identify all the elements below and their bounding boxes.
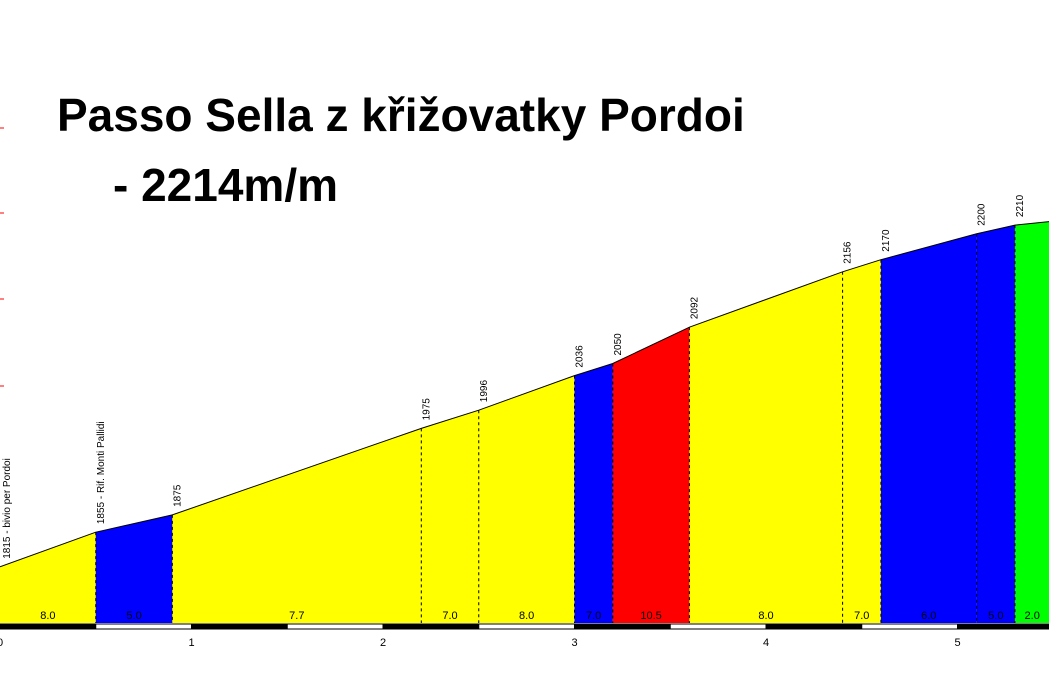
profile-line [0, 221, 1049, 568]
segment-dividers [95, 225, 1016, 623]
chart-title: Passo Sella z křižovatky Pordoi [57, 89, 745, 141]
x-axis-band [286, 623, 384, 630]
grade-label: 7.0 [854, 610, 869, 622]
grade-label: 10.5 [640, 610, 661, 622]
x-tick-label: 0 [0, 637, 3, 649]
x-axis-band [861, 623, 958, 630]
segment-5 [478, 375, 575, 623]
grade-label: 6.0 [921, 610, 936, 622]
grade-label: 5.0 [988, 610, 1003, 622]
elevation-label: 1875 [172, 484, 183, 507]
gradient-segments [0, 221, 1049, 623]
elevation-label: 2036 [575, 345, 586, 368]
grade-label: 2.0 [1025, 610, 1040, 622]
segment-8 [689, 271, 843, 623]
x-axis-band [191, 623, 288, 630]
left-axis-ticks [0, 127, 4, 387]
x-tick-label: 5 [954, 637, 960, 649]
x-axis-band [0, 623, 97, 630]
elevation-label: 2092 [689, 296, 700, 319]
chart-subtitle-elevation: - 2214m/m [113, 159, 339, 211]
segment-11 [976, 225, 1015, 623]
x-axis-band [574, 623, 671, 630]
elevation-label: 1855 - Rif. Monti Pallidi [96, 421, 107, 524]
x-axis-band [957, 623, 1049, 630]
segment-6 [574, 363, 613, 623]
elevation-label: 2156 [843, 241, 854, 264]
grade-label: 8.0 [40, 610, 55, 622]
segment-3 [172, 428, 422, 623]
x-tick-label: 4 [763, 637, 769, 649]
segment-2 [95, 514, 173, 623]
segment-10 [880, 233, 977, 623]
elevation-label: 1996 [479, 380, 490, 403]
segment-12 [1014, 221, 1049, 623]
elevation-label: 1975 [421, 398, 432, 421]
elevation-label: 2170 [881, 229, 892, 252]
grade-label: 7.0 [442, 610, 457, 622]
grade-label: 7.7 [289, 610, 304, 622]
x-tick-label: 3 [571, 637, 577, 649]
elevation-labels: 1815 - bivio per Pordoi 1855 - Rif. Monti… [2, 194, 1026, 558]
x-axis-band [382, 623, 480, 630]
elevation-label: 2210 [1015, 194, 1026, 217]
segment-4 [421, 410, 479, 623]
x-axis-band [95, 623, 192, 630]
profile-outline [0, 221, 1049, 568]
grade-label: 7.0 [586, 610, 601, 622]
segment-9 [842, 259, 881, 623]
segment-1 [0, 532, 96, 623]
grade-label: 8.0 [758, 610, 773, 622]
elevation-label: 2050 [613, 333, 624, 356]
x-tick-label: 2 [380, 637, 386, 649]
grade-label: 5.0 [126, 610, 141, 622]
x-axis-band [765, 623, 863, 630]
elevation-label: 1815 - bivio per Pordoi [2, 458, 13, 559]
x-axis-band [669, 623, 767, 630]
x-tick-label: 1 [188, 637, 194, 649]
x-axis: 0 1 2 3 4 5 [0, 623, 1049, 649]
elevation-label: 2200 [977, 203, 988, 226]
x-axis-band [478, 623, 575, 630]
grade-label: 8.0 [519, 610, 534, 622]
segment-7 [612, 327, 690, 623]
grade-labels: 8.0 5.0 7.7 7.0 8.0 7.0 10.5 8.0 7.0 6.0 5.0 2.0 [40, 610, 1040, 622]
